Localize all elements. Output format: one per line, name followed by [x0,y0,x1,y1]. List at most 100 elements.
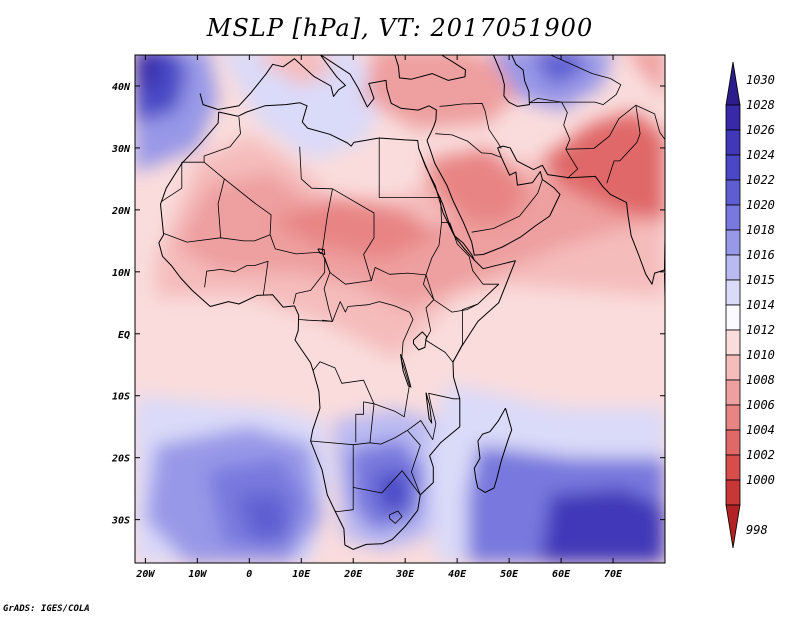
footer-credit: GrADS: IGES/COLA [3,604,90,614]
colorbar-label: 1014 [746,298,775,312]
border-chad [321,188,375,285]
border-sudan-south [371,267,435,300]
lon-tick-label: 30E [395,569,415,580]
border-central-asia [529,55,622,105]
colorbar-swatch [725,329,741,356]
lon-tick-label: 60E [552,569,571,580]
lake-malawi [425,392,433,424]
colorbar-label: 1008 [746,373,775,387]
colorbar-label: 1004 [746,423,775,437]
colorbar-label: 998 [746,523,768,537]
lon-tick-label: 10W [188,569,207,580]
border-west-africa-coastal [204,260,269,295]
colorbar-label: 1024 [746,148,775,162]
border-pakistan-afghanistan-india [565,104,641,184]
lat-tick-label: 20S [111,454,130,465]
colorbar-swatch-top-arrow [725,61,741,106]
lon-tick-label: 0 [246,569,252,580]
colorbar-label: 1016 [746,248,775,262]
colorbar-label: 1018 [746,223,775,237]
border-mozambique-malawi [407,392,460,441]
border-iraq-iran [439,102,502,149]
atlantic-high-1028 [135,55,161,93]
coastlines [158,55,665,550]
border-somalia [461,283,499,345]
colorbar-swatch [725,254,741,281]
colorbar-swatch [725,154,741,181]
colorbar-swatch [725,304,741,331]
border-western-sahara [160,161,205,203]
lon-tick-label: 20W [135,569,155,580]
border-mauritania [163,161,225,243]
colorbar-label: 1015 [746,273,775,287]
colorbar-swatch [725,379,741,406]
lake-chad [317,248,326,255]
lon-tick-label: 20E [343,569,363,580]
latitude-axis: 40N 30N 20N 10N EQ 10S 20S 30S [111,82,665,527]
colorbar-swatch [725,129,741,156]
colorbar-swatch-bottom-arrow [725,504,741,549]
caspian-high-1022 [533,55,582,86]
lat-tick-label: 10N [112,268,131,279]
colorbar-label: 1022 [746,173,775,187]
colorbar-label: 1030 [746,73,775,87]
colorbar-label: 1002 [746,448,775,462]
colorbar-swatch [725,429,741,456]
levant-low-1008 [363,55,541,130]
lat-tick-label: 20N [111,206,131,217]
lon-tick-label: 50E [500,569,519,580]
longitude-axis: 20W 10W 0 10E 20E 30E 40E 50E 60E 70E [135,55,623,580]
mediterranean-high-1015 [221,55,385,161]
border-india-china-nepal [635,104,665,141]
border-saudi-yemen-oman [471,179,543,233]
colorbar-label: 1026 [746,123,775,137]
pressure-field [135,55,665,563]
colorbar-label: 1020 [746,198,775,212]
colorbar-label: 1028 [746,98,775,112]
border-morocco-algeria [203,116,241,163]
indian-ocean-high-1026 [540,488,665,563]
colorbar-swatch [725,454,741,481]
africa-coastline [158,102,516,550]
border-libya-egypt-sudan [378,138,441,198]
colorbar-swatch [725,279,741,306]
border-botswana-zimbabwe-sa [353,429,421,496]
border-lesotho [389,510,403,524]
lon-tick-label: 40E [448,569,467,580]
southern-europe-coastline [199,55,437,141]
sahel-low-1006 [270,197,437,260]
border-iraq-saudi [435,133,501,158]
red-sea-west-coast [418,148,475,261]
lake-tanganyika [400,353,412,388]
arabia-coastline [426,140,665,285]
colorbar-swatch [725,479,741,506]
border-namibia-botswana-sa [334,444,354,513]
border-niger-nigeria [269,234,323,255]
colorbar-swatch [725,104,741,131]
border-kenya-uganda-tanzania [425,299,463,363]
colorbar-swatch [725,404,741,431]
black-sea-coastline [394,55,466,81]
caspian-coastline [493,55,530,107]
lon-tick-label: 70E [604,569,623,580]
colorbar: 1030 1028 1026 1024 1022 1020 1018 1016 1015 1014… [725,61,775,549]
colorbar-label: 1012 [746,323,775,337]
southern-africa-high-1024 [374,470,411,514]
border-algeria-libya [299,146,333,190]
arabia-low-1006 [426,147,530,223]
south-atlantic-high-1022 [238,494,291,545]
border-cameroon [293,257,333,322]
colorbar-label: 1000 [746,473,775,487]
border-angola-zambia [310,401,375,446]
mediterranean-low-1010 [259,55,333,86]
border-iran-afghanistan-pakistan [529,98,579,179]
lake-victoria [413,331,427,351]
lat-tick-label: 30S [111,516,130,527]
far-east-low-1008 [628,55,665,99]
plot-frame [134,54,666,564]
madagascar-coastline [473,407,513,493]
border-drc [312,301,414,418]
lon-tick-label: 10E [292,569,311,580]
colorbar-label: 1006 [746,398,775,412]
